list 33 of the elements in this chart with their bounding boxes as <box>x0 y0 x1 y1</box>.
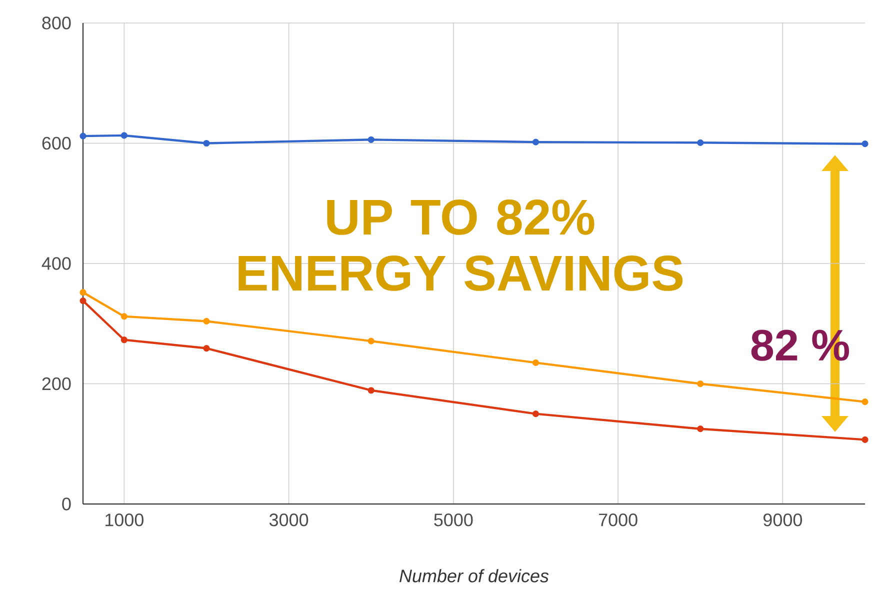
point <box>80 132 86 140</box>
x-tick-label: 1000 <box>106 514 144 526</box>
x-axis-title: Number of devices <box>400 569 549 582</box>
point <box>80 289 86 296</box>
y-tick-label: 0 <box>62 498 71 510</box>
point <box>203 318 210 325</box>
y-tick-label: 400 <box>42 257 71 270</box>
point <box>368 338 374 344</box>
x-tick-label: 7000 <box>598 514 638 526</box>
point <box>532 359 540 366</box>
point <box>697 139 704 146</box>
point <box>120 313 128 320</box>
x-tick-label: 3000 <box>269 514 308 526</box>
point <box>697 380 704 388</box>
point <box>697 426 704 432</box>
y-tick-label: 200 <box>42 377 71 390</box>
point <box>368 387 374 394</box>
point <box>368 136 374 143</box>
x-tick-label: 5000 <box>434 514 473 526</box>
annotation: UP TO 82% ENERGY SAVINGS <box>238 200 683 291</box>
x-tick-label: 9000 <box>764 514 802 526</box>
point <box>862 140 868 148</box>
point <box>120 336 128 344</box>
point <box>862 398 868 406</box>
point <box>532 138 540 146</box>
point <box>862 436 868 443</box>
y-tick-label: 600 <box>42 136 71 150</box>
point <box>120 132 128 139</box>
point <box>80 297 86 304</box>
point <box>203 344 210 352</box>
point <box>203 140 210 147</box>
point <box>532 410 540 418</box>
y-tick-label: 800 <box>42 16 71 30</box>
